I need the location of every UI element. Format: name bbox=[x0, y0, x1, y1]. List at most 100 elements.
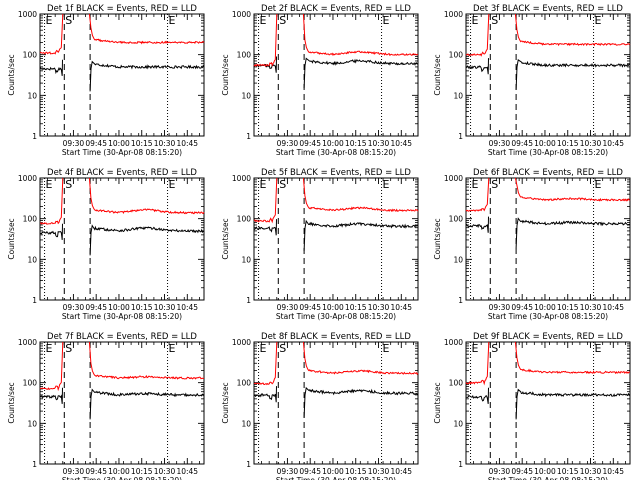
x-tick-label: 10:30 bbox=[580, 303, 602, 312]
y-tick-label: 1 bbox=[246, 132, 251, 141]
panel-6: Det 6f BLACK = Events, RED = LLD 1 10 100 10… bbox=[433, 168, 631, 321]
y-axis-label: Counts/sec bbox=[7, 382, 16, 423]
x-tick-label: 10:15 bbox=[557, 467, 579, 476]
panel-title: Det 9f BLACK = Events, RED = LLD bbox=[473, 332, 623, 342]
lld-series bbox=[302, 177, 419, 213]
y-tick-label: 1000 bbox=[232, 338, 251, 347]
x-tick-label: 10:15 bbox=[345, 139, 367, 148]
x-axis-label: Start Time (30-Apr-08 08:15:20) bbox=[488, 476, 608, 480]
panel-title: Det 1f BLACK = Events, RED = LLD bbox=[47, 4, 197, 14]
x-tick-label: 09:45 bbox=[511, 467, 533, 476]
x-tick-label: 10:00 bbox=[108, 139, 130, 148]
x-axis-label: Start Time (30-Apr-08 08:15:20) bbox=[62, 312, 182, 321]
y-axis-label: Counts/sec bbox=[221, 382, 230, 423]
marker-label: S bbox=[279, 14, 286, 27]
x-axis-label: Start Time (30-Apr-08 08:15:20) bbox=[276, 148, 396, 157]
x-tick-label: 10:15 bbox=[131, 139, 153, 148]
events-series bbox=[303, 386, 419, 418]
x-tick-label: 09:45 bbox=[85, 139, 107, 148]
x-tick-label: 10:45 bbox=[390, 303, 412, 312]
panel-title: Det 4f BLACK = Events, RED = LLD bbox=[47, 168, 197, 178]
y-tick-label: 100 bbox=[23, 215, 38, 224]
y-tick-label: 100 bbox=[23, 379, 38, 388]
x-tick-label: 10:00 bbox=[322, 139, 344, 148]
x-tick-label: 10:45 bbox=[602, 467, 624, 476]
marker-label: E bbox=[169, 342, 176, 355]
x-tick-label: 09:30 bbox=[63, 303, 85, 312]
plot-frame bbox=[39, 341, 205, 465]
x-tick-label: 09:30 bbox=[277, 303, 299, 312]
x-axis-label: Start Time (30-Apr-08 08:15:20) bbox=[488, 312, 608, 321]
panel-title: Det 5f BLACK = Events, RED = LLD bbox=[261, 168, 411, 178]
panel-title: Det 8f BLACK = Events, RED = LLD bbox=[261, 332, 411, 342]
x-tick-label: 09:45 bbox=[299, 139, 321, 148]
marker-label: E bbox=[169, 14, 176, 27]
panel-title: Det 6f BLACK = Events, RED = LLD bbox=[473, 168, 623, 178]
lld-series bbox=[465, 341, 490, 386]
x-tick-label: 10:15 bbox=[557, 303, 579, 312]
marker-label: E bbox=[472, 14, 479, 27]
lld-series bbox=[465, 177, 490, 212]
marker-label: E bbox=[260, 14, 267, 27]
panel-8: Det 8f BLACK = Events, RED = LLD 1 10 100 10… bbox=[221, 332, 419, 480]
x-tick-label: 09:30 bbox=[489, 467, 511, 476]
lld-series bbox=[253, 341, 278, 386]
y-axis-label: Counts/sec bbox=[7, 218, 16, 259]
marker-label: S bbox=[491, 342, 498, 355]
y-axis-label: Counts/sec bbox=[433, 54, 442, 95]
x-tick-label: 10:30 bbox=[154, 467, 176, 476]
marker-label: E bbox=[383, 14, 390, 27]
events-series bbox=[253, 219, 277, 236]
panel-title: Det 3f BLACK = Events, RED = LLD bbox=[473, 4, 623, 14]
events-series bbox=[303, 57, 419, 89]
y-tick-label: 100 bbox=[449, 215, 464, 224]
marker-label: E bbox=[383, 178, 390, 191]
x-tick-label: 09:30 bbox=[277, 467, 299, 476]
plot-frame bbox=[465, 341, 631, 465]
lld-series bbox=[88, 177, 205, 215]
y-tick-label: 100 bbox=[449, 379, 464, 388]
x-tick-label: 10:00 bbox=[108, 303, 130, 312]
x-tick-label: 10:15 bbox=[131, 467, 153, 476]
x-tick-label: 10:30 bbox=[368, 467, 390, 476]
y-tick-label: 10 bbox=[241, 419, 251, 428]
y-tick-label: 10 bbox=[453, 255, 463, 264]
x-tick-label: 10:15 bbox=[557, 139, 579, 148]
panel-4: Det 4f BLACK = Events, RED = LLD 1 10 100 10… bbox=[7, 168, 205, 321]
x-tick-label: 10:15 bbox=[131, 303, 153, 312]
events-series bbox=[39, 387, 63, 404]
y-tick-label: 1000 bbox=[444, 174, 463, 183]
events-series bbox=[39, 223, 63, 240]
x-tick-label: 10:15 bbox=[345, 467, 367, 476]
y-tick-label: 10 bbox=[27, 91, 37, 100]
x-tick-label: 10:15 bbox=[345, 303, 367, 312]
y-tick-label: 1000 bbox=[232, 174, 251, 183]
x-tick-label: 09:30 bbox=[63, 467, 85, 476]
x-tick-label: 10:00 bbox=[108, 467, 130, 476]
lld-series bbox=[39, 13, 64, 55]
y-tick-label: 10 bbox=[241, 255, 251, 264]
lld-series bbox=[465, 13, 490, 57]
lld-series bbox=[514, 13, 631, 47]
lld-series bbox=[39, 341, 64, 392]
x-tick-label: 10:45 bbox=[602, 303, 624, 312]
y-axis-label: Counts/sec bbox=[433, 218, 442, 259]
x-tick-label: 09:45 bbox=[511, 303, 533, 312]
y-axis-label: Counts/sec bbox=[433, 382, 442, 423]
events-series bbox=[89, 224, 205, 256]
marker-label: S bbox=[279, 178, 286, 191]
y-tick-label: 1 bbox=[246, 296, 251, 305]
lld-series bbox=[88, 13, 205, 45]
y-tick-label: 1000 bbox=[18, 174, 37, 183]
marker-label: S bbox=[65, 342, 72, 355]
x-axis-label: Start Time (30-Apr-08 08:15:20) bbox=[276, 476, 396, 480]
y-tick-label: 100 bbox=[23, 51, 38, 60]
plot-frame bbox=[39, 13, 205, 137]
y-tick-label: 10 bbox=[27, 419, 37, 428]
y-tick-label: 1000 bbox=[444, 10, 463, 19]
marker-label: E bbox=[595, 342, 602, 355]
x-tick-label: 10:00 bbox=[322, 467, 344, 476]
y-tick-label: 1 bbox=[32, 132, 37, 141]
marker-label: S bbox=[65, 178, 72, 191]
